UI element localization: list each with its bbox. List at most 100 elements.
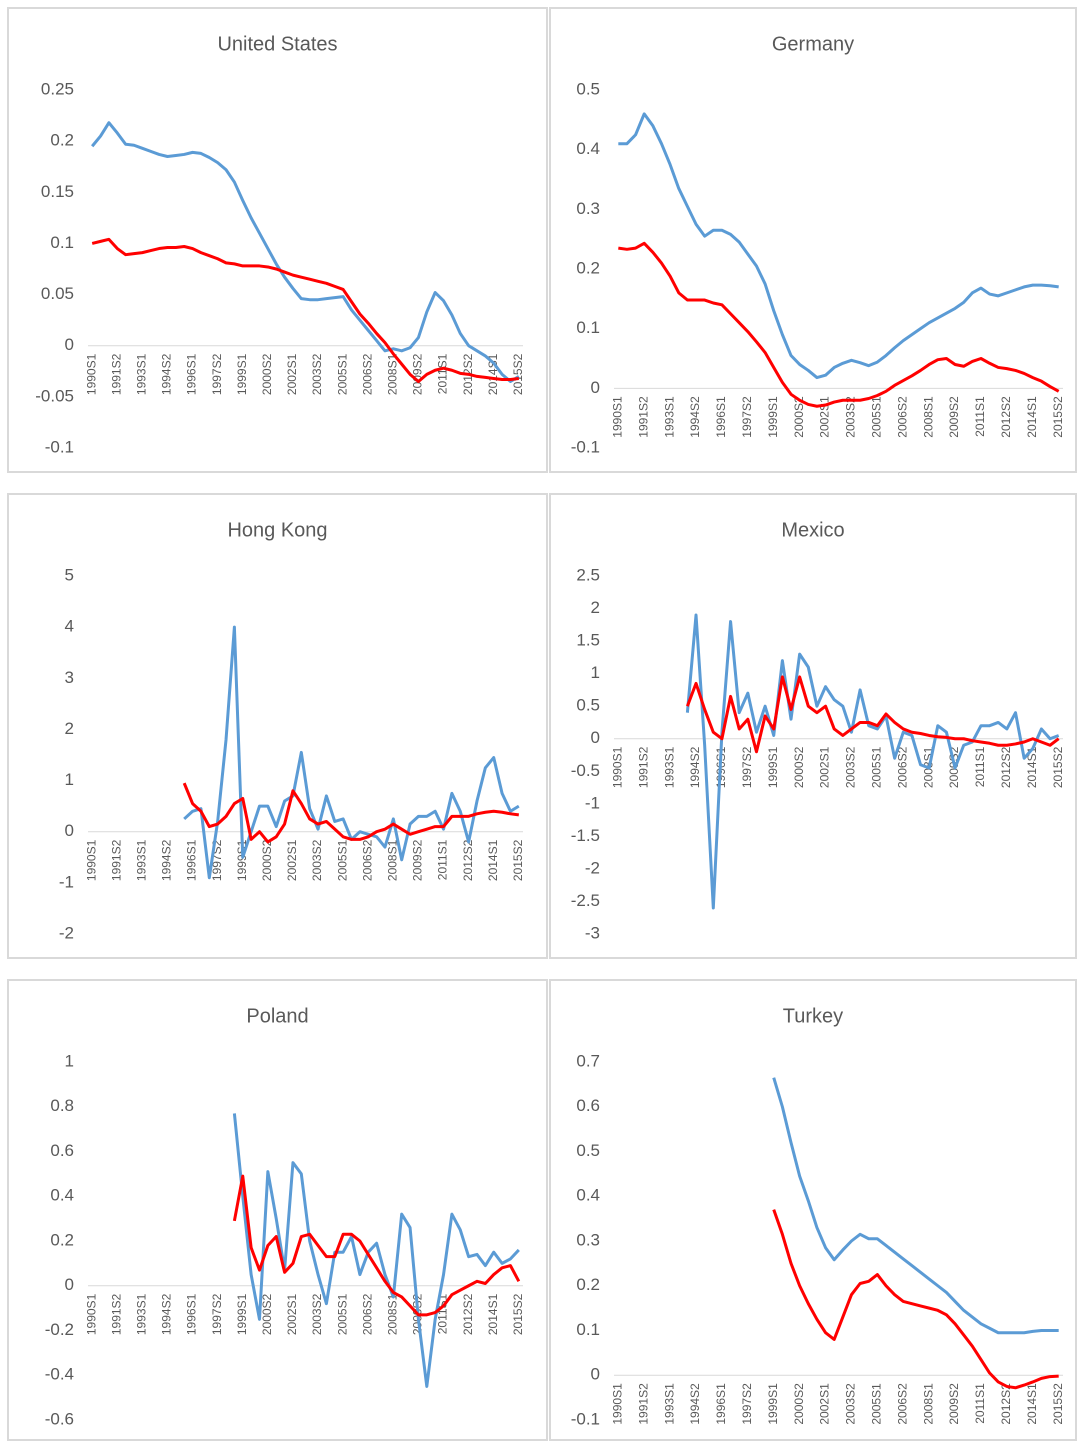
x-tick-label: 2006S2 [895, 1383, 909, 1425]
x-tick-label: 2005S1 [335, 1293, 349, 1335]
x-tick-label: 2002S1 [285, 1293, 299, 1335]
y-tick-label: -0.1 [45, 437, 74, 456]
x-tick-label: 2012S2 [461, 839, 475, 881]
x-tick-label: 2005S1 [335, 839, 349, 881]
chart-title: Poland [246, 1005, 308, 1027]
x-tick-label: 1993S1 [135, 839, 149, 881]
x-tick-label: 1997S2 [740, 1383, 754, 1425]
series-line [685, 613, 1060, 910]
series-line [618, 241, 1060, 408]
y-tick-label: -0.1 [571, 437, 600, 456]
x-tick-label: 1993S1 [662, 1383, 676, 1425]
x-tick-label: 2014S1 [486, 353, 500, 395]
y-tick-label: 0.4 [50, 1186, 74, 1205]
x-tick-label: 2011S1 [436, 353, 450, 394]
y-tick-label: 0.1 [576, 1320, 600, 1339]
x-tick-label: 2005S1 [870, 396, 884, 438]
x-tick-label: 1996S1 [714, 1383, 728, 1425]
x-tick-label: 2012S2 [461, 1293, 475, 1335]
x-tick-label: 2000S2 [792, 1383, 806, 1425]
x-tick-label: 1994S2 [160, 839, 174, 881]
x-tick-label: 2014S1 [1025, 1383, 1039, 1425]
x-tick-label: 2005S1 [870, 1383, 884, 1425]
x-tick-label: 2002S1 [285, 353, 299, 395]
x-tick-label: 2005S1 [335, 353, 349, 395]
x-tick-label: 2000S2 [792, 746, 806, 788]
x-tick-label: 2006S2 [895, 746, 909, 788]
x-tick-label: 2003S2 [844, 396, 858, 438]
x-tick-label: 2003S2 [310, 353, 324, 395]
y-tick-label: 0 [65, 821, 74, 840]
x-tick-label: 1994S2 [688, 1383, 702, 1425]
x-tick-label: 1996S1 [714, 396, 728, 438]
series-line [772, 1209, 1059, 1390]
y-tick-label: -0.2 [45, 1320, 74, 1339]
x-tick-label: 1997S2 [210, 353, 224, 395]
panel-border [7, 7, 548, 473]
y-tick-label: 2 [591, 598, 600, 617]
y-tick-label: -1 [585, 793, 600, 812]
y-tick-label: 0.05 [41, 284, 74, 303]
x-tick-label: 1999S1 [766, 396, 780, 438]
x-tick-label: 1993S1 [662, 396, 676, 438]
x-tick-label: 1997S2 [740, 396, 754, 438]
y-tick-label: -0.1 [571, 1409, 600, 1428]
x-tick-label: 2000S2 [260, 839, 274, 881]
series-line [685, 675, 1060, 754]
y-tick-label: 0.2 [576, 1275, 600, 1294]
x-tick-label: 2015S2 [1051, 746, 1065, 788]
y-tick-label: 0.25 [41, 79, 74, 98]
y-tick-label: 0.7 [576, 1051, 600, 1070]
y-tick-label: -1.5 [571, 826, 600, 845]
x-tick-label: 2008S1 [386, 839, 400, 881]
x-tick-label: 1993S1 [662, 746, 676, 788]
x-tick-label: 1990S1 [610, 746, 624, 788]
x-tick-label: 2011S1 [973, 746, 987, 787]
x-tick-label: 1991S2 [636, 1383, 650, 1425]
y-tick-label: 0.4 [576, 1186, 600, 1205]
y-tick-label: 0.5 [576, 1141, 600, 1160]
x-tick-label: 2006S2 [895, 396, 909, 438]
x-tick-label: 1990S1 [610, 1383, 624, 1425]
x-tick-label: 1994S2 [688, 746, 702, 788]
series-line [91, 121, 520, 384]
x-tick-label: 1991S2 [636, 396, 650, 438]
x-tick-label: 2000S2 [792, 396, 806, 438]
x-tick-label: 2014S1 [1025, 396, 1039, 438]
y-tick-label: -0.05 [35, 386, 74, 405]
x-tick-label: 1999S1 [766, 746, 780, 788]
x-tick-label: 2012S2 [999, 746, 1013, 788]
x-tick-label: 2015S2 [1051, 1383, 1065, 1425]
x-tick-label: 1997S2 [210, 1293, 224, 1335]
series-line [232, 1113, 520, 1388]
y-tick-label: -3 [585, 923, 600, 942]
y-tick-label: -2.5 [571, 891, 600, 910]
x-tick-label: 2000S2 [260, 1293, 274, 1335]
x-tick-label: 1990S1 [84, 353, 98, 395]
chart-title: Mexico [781, 519, 844, 541]
y-tick-label: 0.1 [50, 233, 74, 252]
x-tick-label: 2002S1 [818, 1383, 832, 1425]
x-tick-label: 2008S1 [921, 1383, 935, 1425]
y-tick-label: -2 [585, 858, 600, 877]
chart-title: United States [217, 33, 337, 55]
x-tick-label: 2003S2 [310, 839, 324, 881]
y-tick-label: 0.5 [576, 79, 600, 98]
chart-title: Germany [772, 33, 854, 55]
y-tick-label: 0 [591, 1365, 600, 1384]
x-tick-label: 1999S1 [766, 1383, 780, 1425]
panel-border [7, 979, 548, 1441]
x-tick-label: 2008S1 [386, 1293, 400, 1335]
x-tick-label: 1991S2 [109, 353, 123, 395]
y-tick-label: -0.4 [45, 1365, 74, 1384]
x-tick-label: 1997S2 [740, 746, 754, 788]
series-line [618, 112, 1059, 380]
x-tick-label: 2011S1 [973, 396, 987, 437]
x-tick-label: 2005S1 [870, 746, 884, 788]
y-tick-label: -0.5 [571, 761, 600, 780]
x-tick-label: 2009S2 [947, 1383, 961, 1425]
x-tick-label: 1996S1 [185, 839, 199, 881]
y-tick-label: -0.6 [45, 1409, 74, 1428]
x-tick-label: 1993S1 [135, 1293, 149, 1335]
